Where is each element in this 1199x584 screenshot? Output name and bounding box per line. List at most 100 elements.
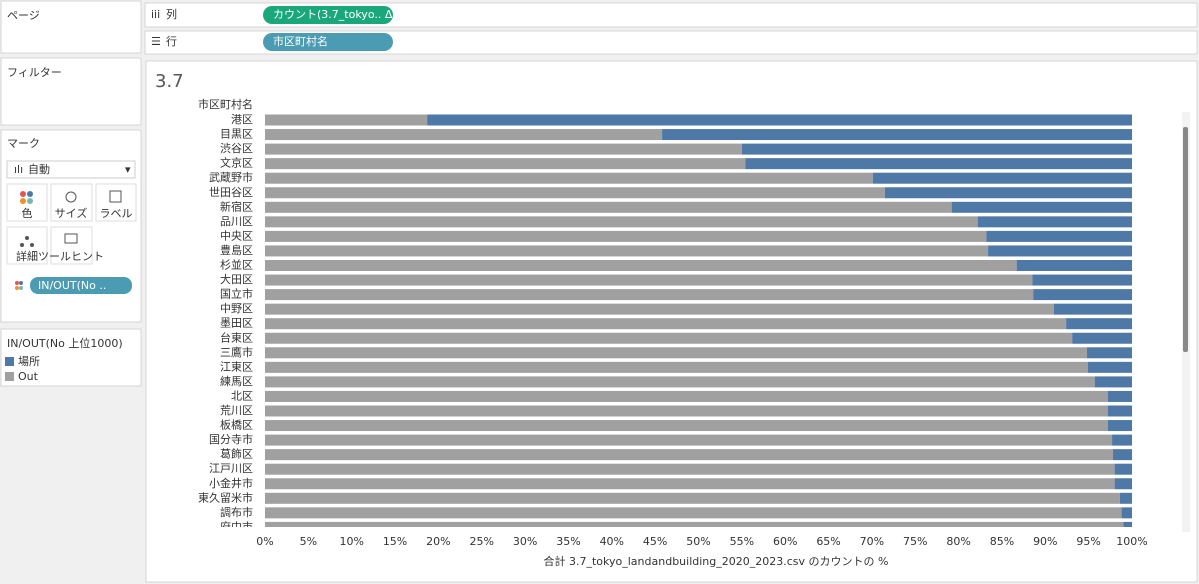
bar-segment [986, 230, 1132, 242]
color-button[interactable] [6, 183, 48, 222]
rows-shelf [144, 30, 1198, 55]
bar-segment [265, 172, 873, 184]
bar-segment [265, 230, 987, 242]
bar-segment [662, 129, 1132, 141]
columns-pill[interactable] [263, 6, 393, 24]
bar-segment [1119, 492, 1132, 504]
y-tick-label: 渋谷区 [220, 142, 253, 155]
bar-segment [265, 303, 1054, 315]
bar-segment [1112, 449, 1132, 461]
bar-segment [265, 361, 1088, 373]
bar-segment [265, 492, 1120, 504]
y-tick-label: 中野区 [220, 302, 253, 315]
bar-segment [265, 507, 1122, 519]
y-tick-label: 武蔵野市 [209, 170, 253, 184]
x-tick-label: 20% [426, 535, 450, 548]
bar-segment [1087, 361, 1132, 373]
x-tick-label: 80% [946, 535, 970, 548]
rows-label: 行 [166, 35, 177, 48]
x-tick-label: 25% [470, 535, 494, 548]
pages-label: ページ [7, 9, 40, 22]
y-tick-label: 目黒区 [220, 128, 253, 141]
x-tick-label: 35% [556, 535, 580, 548]
shelf-icon: ☰ [151, 35, 161, 48]
icon [19, 286, 23, 290]
bar-segment [265, 420, 1108, 432]
size-button[interactable] [50, 183, 93, 222]
legend-label: 場所 [18, 355, 40, 368]
y-tick-label: 杉並区 [220, 258, 253, 272]
rows-pill[interactable] [263, 33, 393, 51]
bar-segment [1094, 376, 1132, 388]
x-tick-label: 90% [1033, 535, 1057, 548]
bar-segment [872, 172, 1132, 184]
bar-segment [741, 143, 1132, 155]
bar-segment [265, 274, 1033, 286]
y-tick-label: 東久留米市 [198, 490, 253, 504]
bar-segment [265, 260, 1017, 271]
bar-segment [1033, 289, 1132, 301]
icon [20, 243, 24, 247]
bar-segment [265, 129, 663, 141]
pages-card [0, 0, 142, 54]
icon [109, 190, 122, 203]
legend-label: Out [18, 370, 39, 383]
bar-segment [265, 521, 1124, 527]
detail-button[interactable] [6, 226, 48, 265]
y-tick-label: 墨田区 [220, 317, 253, 330]
filters-label: フィルター [7, 66, 62, 79]
x-tick-label: 70% [860, 535, 884, 548]
columns-pill-label: カウント(3.7_tokyo.. Δ [273, 8, 393, 21]
icon [19, 281, 23, 285]
bar-segment [265, 434, 1113, 446]
bar-segment [427, 114, 1132, 126]
y-tick-label: 新宿区 [220, 199, 253, 213]
bar-segment [265, 216, 978, 228]
filters-card [0, 57, 142, 126]
y-tick-label: 葛飾区 [220, 448, 253, 461]
y-tick-label: 港区 [231, 113, 253, 126]
chart-title: 3.7 [155, 71, 184, 92]
bar-segment [265, 332, 1073, 344]
mark-buttons: 色 サイズ ラベル 詳細 ツールヒント [6, 183, 137, 265]
shelf-icon: iii [151, 8, 160, 21]
bar-segment [1053, 303, 1132, 315]
scrollbar-thumb[interactable] [1183, 127, 1188, 352]
bar-segment [265, 289, 1034, 301]
bar-segment [1032, 274, 1132, 286]
bar-segment [745, 158, 1132, 170]
x-tick-label: 30% [513, 535, 537, 548]
legend-swatch [5, 372, 14, 381]
x-tick-label: 55% [730, 535, 754, 548]
button-label: サイズ [55, 206, 88, 220]
bar-segment [265, 114, 428, 126]
bar-segment [988, 245, 1132, 257]
x-tick-label: 75% [903, 535, 927, 548]
color-pill[interactable] [30, 277, 132, 294]
x-tick-label: 65% [816, 535, 840, 548]
x-tick-label: 85% [990, 535, 1014, 548]
mark-type-dropdown[interactable] [6, 160, 136, 179]
icon [27, 191, 33, 197]
y-tick-label: 荒川区 [220, 404, 253, 417]
dropdown-arrow: ▾ [125, 163, 131, 176]
x-tick-label: 0% [256, 535, 273, 548]
bar-segment [1066, 318, 1132, 330]
x-tick-label: 10% [339, 535, 363, 548]
bar-segment [1107, 390, 1132, 402]
y-tick-label: 練馬区 [220, 374, 253, 388]
legend-swatch [5, 357, 14, 366]
bar-segment [1107, 405, 1132, 417]
y-header: 市区町村名 [198, 97, 253, 111]
x-axis-title: 合計 3.7_tokyo_landandbuilding_2020_2023.c… [544, 554, 889, 568]
y-tick-label: 江戸川区 [209, 462, 253, 475]
tooltip-button[interactable] [50, 226, 93, 265]
columns-label: 列 [166, 7, 177, 21]
y-tick-label: 府中市 [220, 519, 253, 533]
bar-segment [265, 478, 1115, 490]
legend-title: IN/OUT(No 上位1000) [7, 336, 123, 350]
mark-type-icon: ılı [14, 163, 23, 176]
y-tick-label: 板橋区 [220, 418, 253, 432]
x-tick-label: 95% [1076, 535, 1100, 548]
